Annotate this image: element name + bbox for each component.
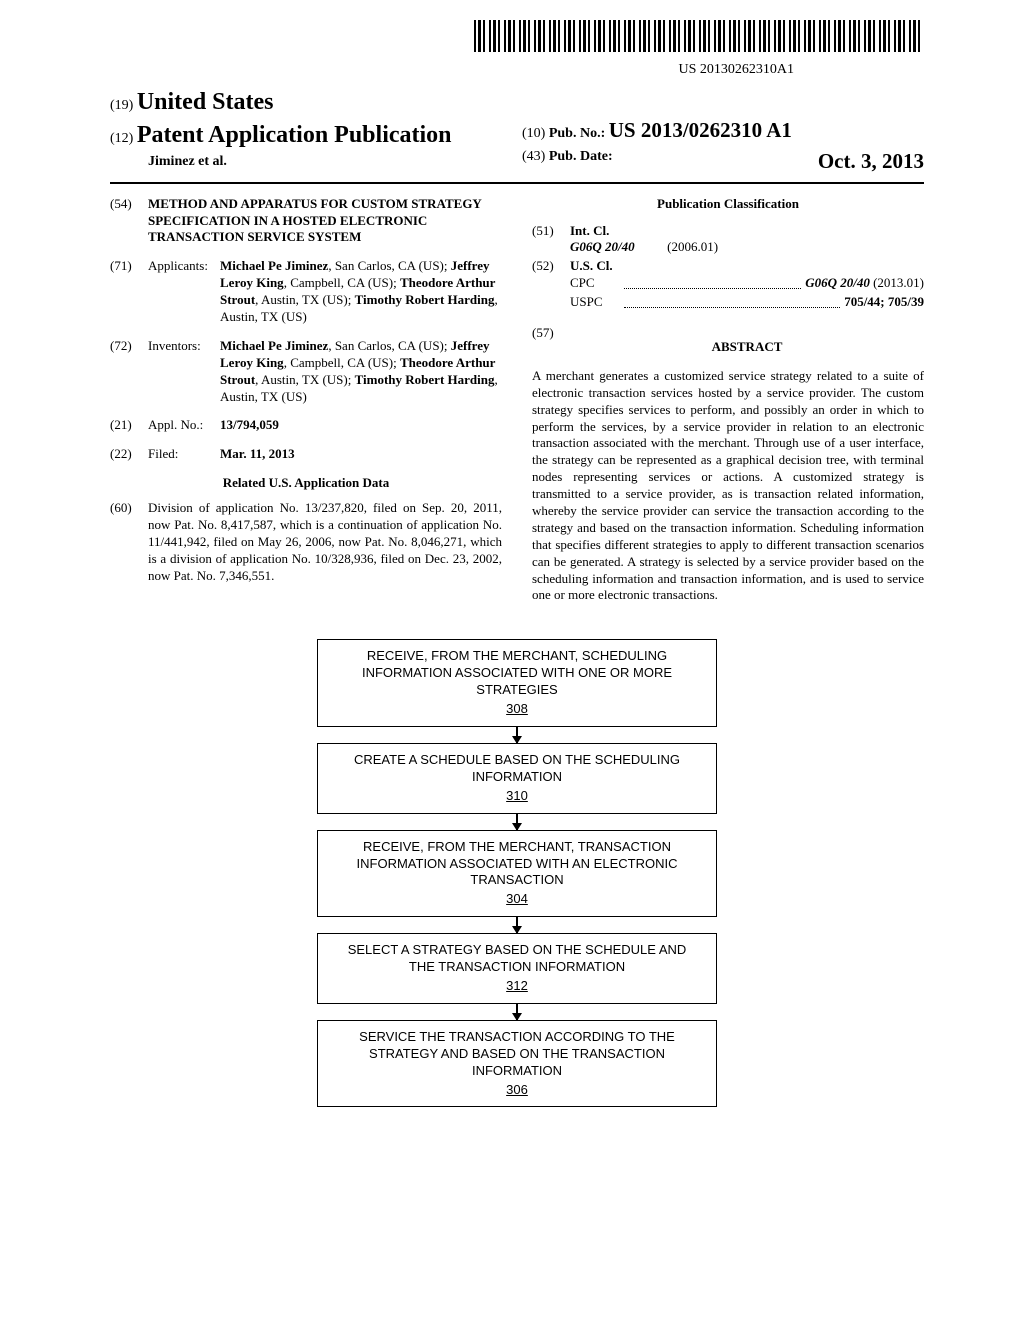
flow-node-num: 312 xyxy=(338,978,696,995)
pub-no-line: (10) Pub. No.: US 2013/0262310 A1 xyxy=(522,117,924,144)
country-line: (19) United States xyxy=(110,87,512,118)
prefix-10: (10) xyxy=(522,126,545,141)
flow-arrow xyxy=(516,1004,518,1020)
header-right: (10) Pub. No.: US 2013/0262310 A1 (43) P… xyxy=(512,87,924,176)
us-cl-body: U.S. Cl. CPC G06Q 20/40 (2013.01) USPC 7… xyxy=(570,258,924,313)
section-num-54: (54) xyxy=(110,196,148,247)
section-num-57: (57) xyxy=(532,325,570,364)
applicants-label: Applicants: xyxy=(148,258,220,326)
cpc-value: G06Q 20/40 xyxy=(805,275,870,290)
flow-arrow xyxy=(516,727,518,743)
pub-class-header: Publication Classification xyxy=(532,196,924,213)
section-num-52: (52) xyxy=(532,258,570,313)
doc-type-line: (12) Patent Application Publication xyxy=(110,120,512,151)
appl-no-label: Appl. No.: xyxy=(148,417,220,434)
uspc-label: USPC xyxy=(570,294,620,311)
barcode-number: US 20130262310A1 xyxy=(110,61,924,79)
section-57: (57) ABSTRACT xyxy=(532,325,924,364)
section-22: (22) Filed: Mar. 11, 2013 xyxy=(110,446,502,463)
section-num-72: (72) xyxy=(110,338,148,406)
country-name: United States xyxy=(137,89,274,115)
cpc-year: (2013.01) xyxy=(873,275,924,290)
dots xyxy=(624,294,840,308)
filed-value: Mar. 11, 2013 xyxy=(220,446,502,463)
int-cl-body: Int. Cl. G06Q 20/40 (2006.01) xyxy=(570,223,924,257)
flow-node-text: SERVICE THE TRANSACTION ACCORDING TO THE… xyxy=(338,1029,696,1080)
applicants-body: Michael Pe Jiminez, San Carlos, CA (US);… xyxy=(220,258,502,326)
left-column: (54) METHOD AND APPARATUS FOR CUSTOM STR… xyxy=(110,196,502,605)
abstract-text: A merchant generates a customized servic… xyxy=(532,368,924,604)
related-header: Related U.S. Application Data xyxy=(110,475,502,492)
two-column-body: (54) METHOD AND APPARATUS FOR CUSTOM STR… xyxy=(110,196,924,605)
barcode-section xyxy=(110,20,924,57)
section-71: (71) Applicants: Michael Pe Jiminez, San… xyxy=(110,258,502,326)
barcode-graphic xyxy=(474,20,924,52)
right-column: Publication Classification (51) Int. Cl.… xyxy=(532,196,924,605)
patent-title: METHOD AND APPARATUS FOR CUSTOM STRATEGY… xyxy=(148,196,502,247)
pub-date-line: (43) Pub. Date: Oct. 3, 2013 xyxy=(522,148,924,175)
authors: Jiminez et al. xyxy=(148,153,512,171)
appl-no-value: 13/794,059 xyxy=(220,417,502,434)
related-body: Division of application No. 13/237,820, … xyxy=(148,500,502,584)
section-num-51: (51) xyxy=(532,223,570,257)
flow-node-num: 304 xyxy=(338,891,696,908)
doc-type: Patent Application Publication xyxy=(137,122,452,148)
section-60: (60) Division of application No. 13/237,… xyxy=(110,500,502,584)
int-cl-label: Int. Cl. xyxy=(570,223,609,238)
flow-arrow xyxy=(516,917,518,933)
section-54: (54) METHOD AND APPARATUS FOR CUSTOM STR… xyxy=(110,196,502,247)
pub-date-label: Pub. Date: xyxy=(549,149,613,164)
uspc-row: USPC 705/44; 705/39 xyxy=(570,294,924,311)
pub-no-value: US 2013/0262310 A1 xyxy=(609,118,792,142)
header-left: (19) United States (12) Patent Applicati… xyxy=(110,87,512,172)
main-header: (19) United States (12) Patent Applicati… xyxy=(110,87,924,184)
flow-node-text: CREATE A SCHEDULE BASED ON THE SCHEDULIN… xyxy=(338,752,696,786)
int-cl-code: G06Q 20/40 xyxy=(570,239,635,254)
flow-node: SERVICE THE TRANSACTION ACCORDING TO THE… xyxy=(317,1020,717,1108)
pub-date-value: Oct. 3, 2013 xyxy=(818,148,924,175)
flow-node: CREATE A SCHEDULE BASED ON THE SCHEDULIN… xyxy=(317,743,717,814)
pub-no-label: Pub. No.: xyxy=(549,126,605,141)
dots xyxy=(624,275,801,289)
filed-label: Filed: xyxy=(148,446,220,463)
section-21: (21) Appl. No.: 13/794,059 xyxy=(110,417,502,434)
flow-node-text: RECEIVE, FROM THE MERCHANT, TRANSACTION … xyxy=(338,839,696,890)
cpc-row: CPC G06Q 20/40 (2013.01) xyxy=(570,275,924,292)
section-num-60: (60) xyxy=(110,500,148,584)
flow-node: RECEIVE, FROM THE MERCHANT, SCHEDULING I… xyxy=(317,639,717,727)
uspc-value: 705/44; 705/39 xyxy=(844,294,924,311)
inventors-body: Michael Pe Jiminez, San Carlos, CA (US);… xyxy=(220,338,502,406)
flow-node-num: 306 xyxy=(338,1082,696,1099)
flow-node-text: RECEIVE, FROM THE MERCHANT, SCHEDULING I… xyxy=(338,648,696,699)
prefix-19: (19) xyxy=(110,98,133,113)
section-51: (51) Int. Cl. G06Q 20/40 (2006.01) xyxy=(532,223,924,257)
cpc-label: CPC xyxy=(570,275,620,292)
flow-node-num: 310 xyxy=(338,788,696,805)
prefix-43: (43) xyxy=(522,149,545,164)
int-cl-year: (2006.01) xyxy=(667,239,718,254)
section-num-21: (21) xyxy=(110,417,148,434)
flowchart: RECEIVE, FROM THE MERCHANT, SCHEDULING I… xyxy=(110,639,924,1107)
flow-node-num: 308 xyxy=(338,701,696,718)
section-52: (52) U.S. Cl. CPC G06Q 20/40 (2013.01) U… xyxy=(532,258,924,313)
inventors-label: Inventors: xyxy=(148,338,220,406)
section-num-71: (71) xyxy=(110,258,148,326)
us-cl-label: U.S. Cl. xyxy=(570,258,613,273)
abstract-header: ABSTRACT xyxy=(570,339,924,356)
prefix-12: (12) xyxy=(110,131,133,146)
flow-arrow xyxy=(516,814,518,830)
section-72: (72) Inventors: Michael Pe Jiminez, San … xyxy=(110,338,502,406)
section-num-22: (22) xyxy=(110,446,148,463)
flow-node: SELECT A STRATEGY BASED ON THE SCHEDULE … xyxy=(317,933,717,1004)
flow-node: RECEIVE, FROM THE MERCHANT, TRANSACTION … xyxy=(317,830,717,918)
flow-node-text: SELECT A STRATEGY BASED ON THE SCHEDULE … xyxy=(338,942,696,976)
